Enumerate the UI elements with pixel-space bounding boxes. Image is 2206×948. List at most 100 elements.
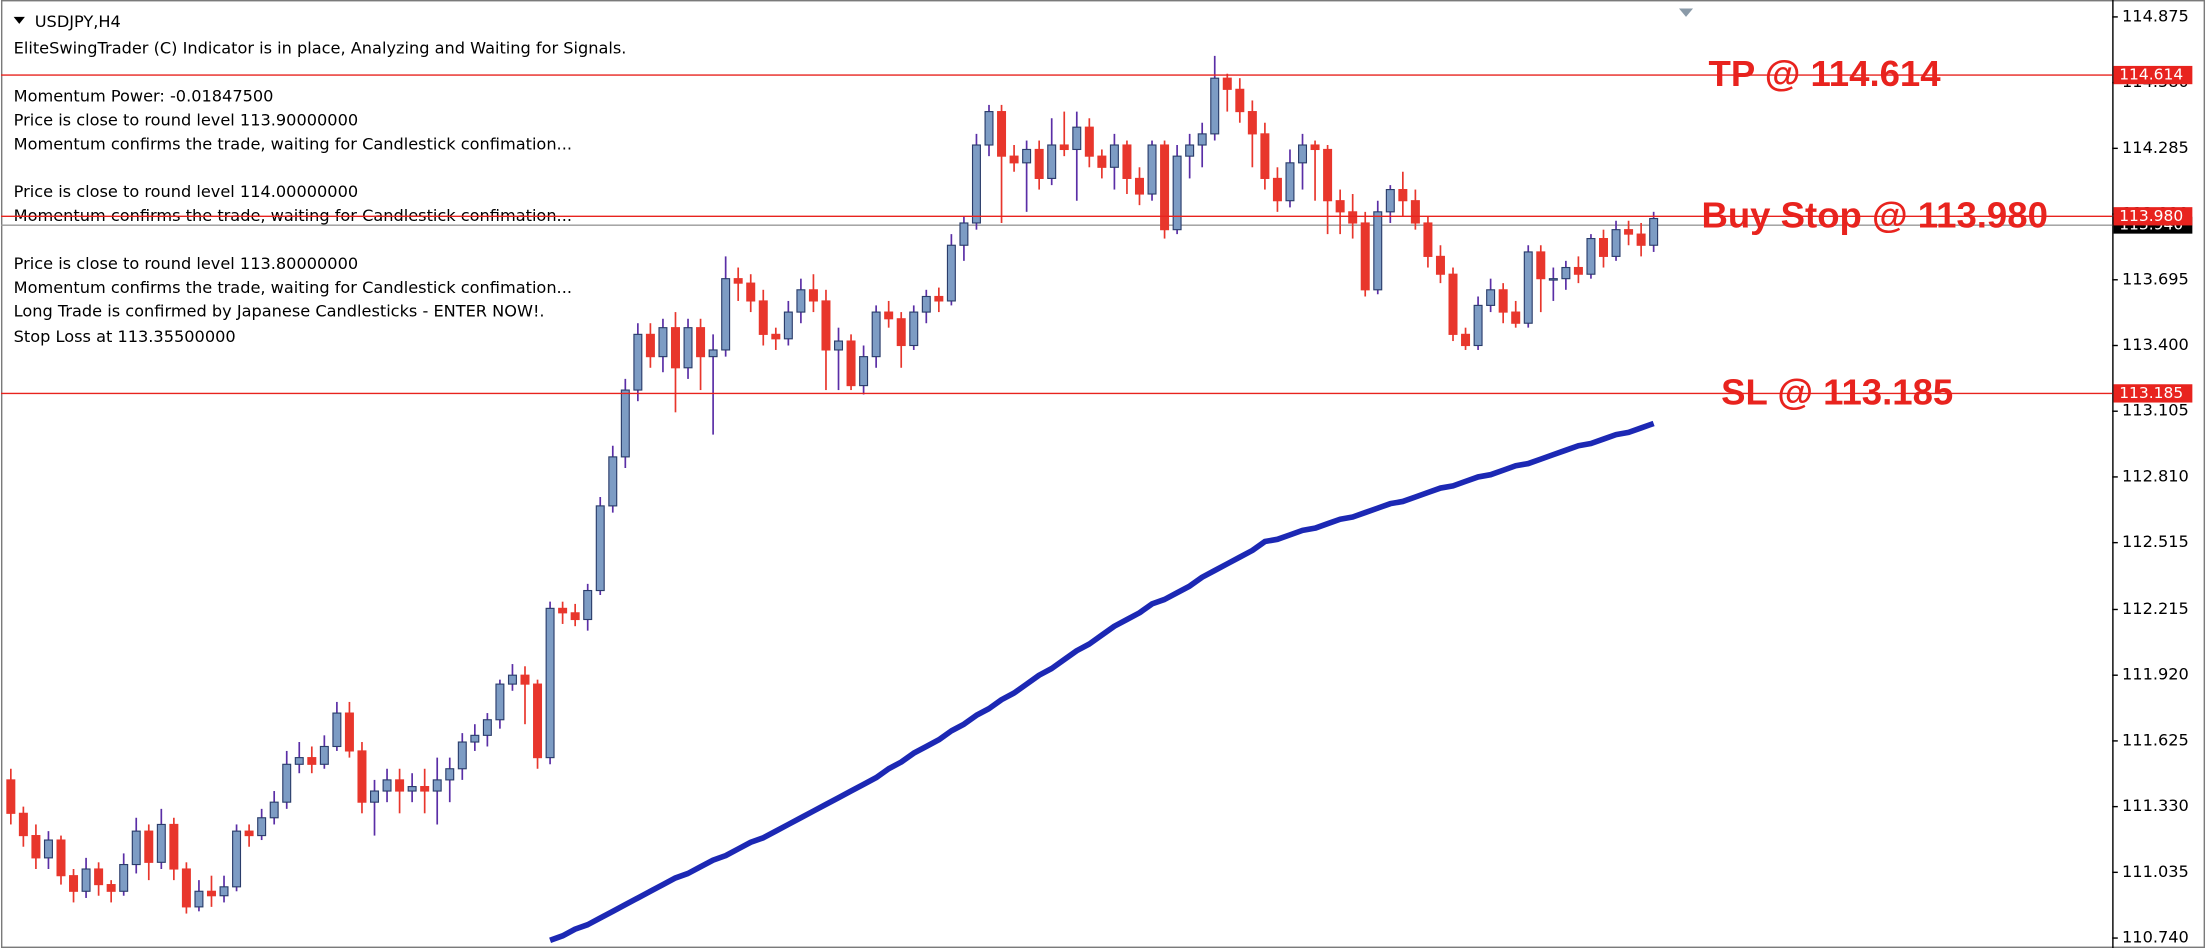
candle-body [1310,144,1320,151]
candle-body [282,763,292,803]
candle-body [1084,126,1094,157]
candle-body [507,674,517,685]
candle-body [445,768,455,781]
candle-body [181,868,191,908]
candle-body [457,741,467,770]
candle-body [670,327,680,369]
candle-body [834,340,844,351]
candle-body [257,817,267,837]
candle-body [81,868,91,892]
candle-body [984,111,994,146]
y-tick-label: 113.105 [2122,401,2189,420]
candle-body [119,863,129,892]
candle-body [971,144,981,224]
candle-body [708,349,718,358]
candle-body [946,244,956,302]
candle-body [1461,333,1471,347]
candle-body [1047,144,1057,179]
candle-body [1473,304,1483,347]
candle-body [1247,111,1257,135]
candle-body [1511,311,1521,324]
candle-body [1022,148,1032,164]
candle-body [1498,289,1508,313]
candle-body [169,823,179,870]
candle-body [432,779,442,792]
candle-body [1448,273,1458,335]
candle-body [909,311,919,347]
candle-body [921,295,931,313]
candle-body [370,790,380,803]
y-tick-label: 112.215 [2122,599,2189,618]
symbol-label: USDJPY,H4 [35,12,121,31]
candle-body [758,300,768,335]
y-tick-label: 111.330 [2122,796,2189,815]
candle-body [884,311,894,320]
candle-body [232,830,242,888]
y-tick-label: 112.810 [2122,466,2189,485]
info-line: Momentum confirms the trade, waiting for… [14,278,572,297]
candle-body [407,786,417,792]
level-annotation: Buy Stop @ 113.980 [1701,194,2047,235]
candle-body [1586,238,1596,275]
candle-body [1636,233,1646,246]
y-tick-label: 112.515 [2122,532,2189,551]
candle-body [696,327,706,358]
candle-body [294,757,304,765]
info-line: Momentum Power: -0.01847500 [14,87,274,106]
candle-body [206,890,216,897]
candle-body [1348,211,1358,224]
candle-body [1072,126,1082,151]
plot-area [0,55,2113,943]
info-line: Momentum confirms the trade, waiting for… [14,134,572,153]
candle-body [1147,144,1157,195]
candle-body [1122,144,1132,179]
shift-marker [1678,8,1694,17]
level-annotation: SL @ 113.185 [1721,371,1953,412]
candle-body [1285,162,1295,202]
candle-body [821,300,831,351]
candle-body [683,327,693,369]
candle-body [1373,211,1383,291]
candle-body [1172,155,1182,231]
candle-body [18,812,28,837]
candle-body [269,801,279,819]
candle-body [570,612,580,621]
candle-body [1272,177,1282,202]
candle-body [796,289,806,313]
candle-body [746,282,756,302]
candle-body [633,333,643,391]
candle-body [1210,77,1220,135]
candle-body [395,779,405,792]
candle-body [144,830,154,863]
y-tick-label: 111.920 [2122,665,2189,684]
candle-body [1435,255,1445,275]
candle-body [332,712,342,748]
candle-body [959,222,969,246]
info-line: EliteSwingTrader (C) Indicator is in pla… [14,39,627,58]
candle-body [94,868,104,886]
candle-body [194,890,204,908]
candle-body [106,884,116,892]
candle-body [6,779,16,814]
candle-body [1134,177,1144,195]
candle-body [771,333,781,340]
candle-body [1185,144,1195,157]
candle-body [482,719,492,736]
candle-body [608,456,618,507]
candle-body [934,295,944,302]
candle-body [846,340,856,387]
y-tick-label: 111.035 [2122,862,2189,881]
candle-body [495,683,505,721]
candle-body [1410,200,1420,224]
candle-body [558,607,568,614]
candle-body [721,278,731,351]
y-tick-label: 114.285 [2122,138,2189,157]
candle-body [1598,238,1608,257]
candle-body [1548,278,1558,281]
candle-body [1536,251,1546,280]
candle-body [997,111,1007,157]
candle-body [583,589,593,621]
candle-body [1561,266,1571,280]
candle-body [69,875,79,892]
